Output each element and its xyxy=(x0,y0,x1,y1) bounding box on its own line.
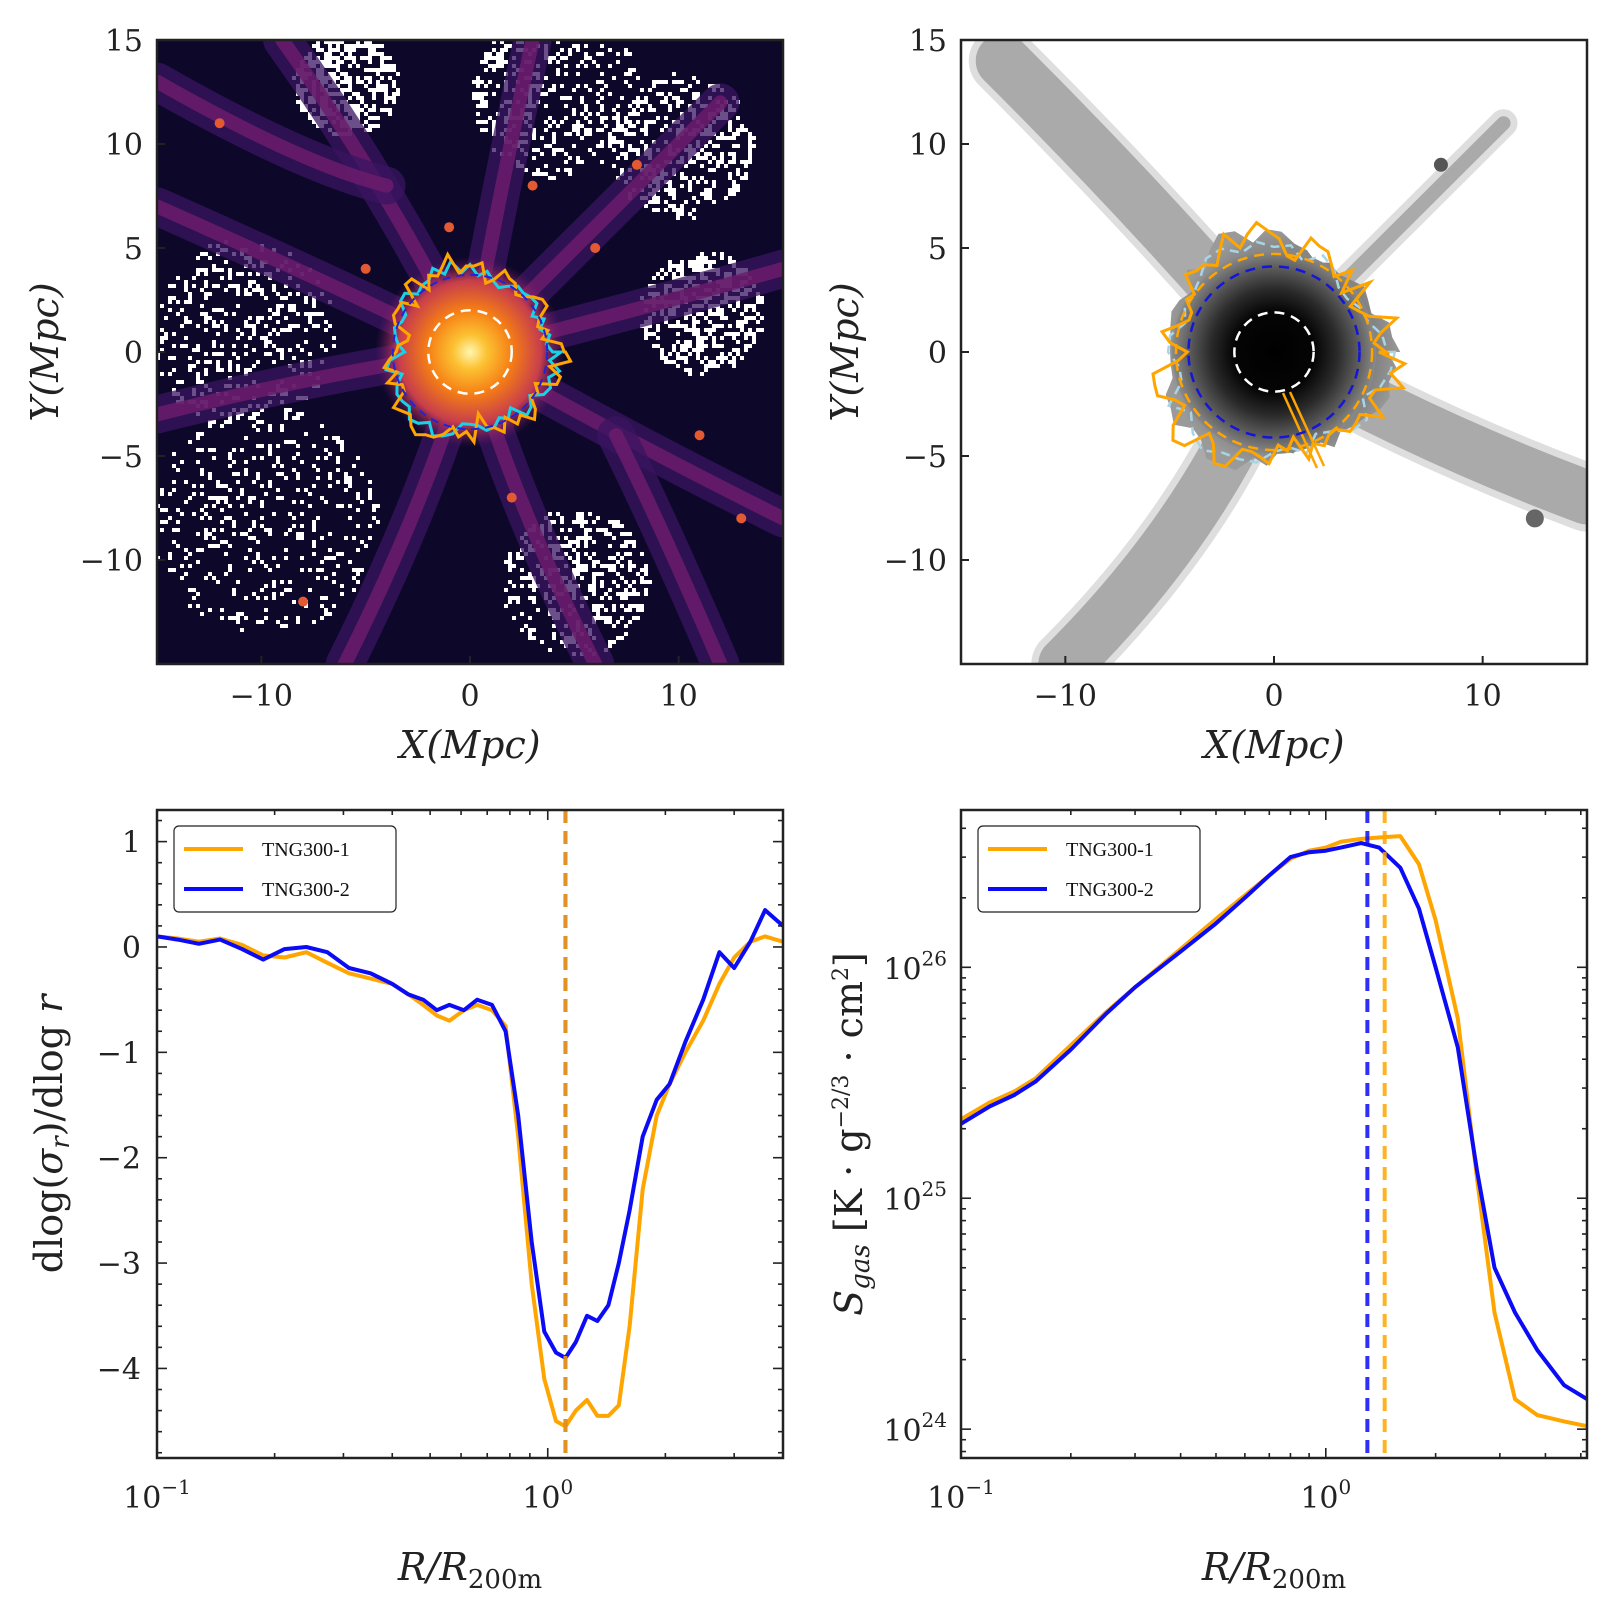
gas-map-xlabel: X(Mpc) xyxy=(1200,723,1344,767)
dm-map-ytick-label: 10 xyxy=(105,128,143,163)
entropy-xlabel: R/R200m xyxy=(1201,1545,1346,1595)
slope-plot-frame xyxy=(155,808,785,1460)
gas-contour-spike xyxy=(1281,391,1326,469)
dm-map-xlabel: X(Mpc) xyxy=(396,723,540,767)
slope-ytick-label: 1 xyxy=(122,826,141,861)
gas-boundary-contour-tng300-2 xyxy=(1166,240,1397,464)
slope-ytick-label: 0 xyxy=(122,931,141,966)
dm-map-ytick-label: 0 xyxy=(124,336,143,371)
entropy-ytick-label: 1026 xyxy=(883,946,947,987)
dm-map-ytick-label: −5 xyxy=(99,440,143,475)
gas-map-ytick-label: 0 xyxy=(928,336,947,371)
gas-map-ytick-label: 5 xyxy=(928,232,947,267)
dm-splashback-circle xyxy=(391,273,549,431)
entropy-xtick-label: 100 xyxy=(1300,1475,1351,1516)
entropy-ytick-label: 1024 xyxy=(883,1408,947,1449)
gas-map-xtick-label: −10 xyxy=(1034,679,1097,714)
dm-map-ytick-label: 15 xyxy=(105,24,143,59)
gas-map-xtick-label: 10 xyxy=(1464,679,1502,714)
entropy-line-tng300-2 xyxy=(961,841,1587,1401)
dm-boundary-contour-tng300-1 xyxy=(381,251,573,446)
slope-xlabel: R/R200m xyxy=(397,1545,542,1595)
entropy-legend-label-tng300-2: TNG300-2 xyxy=(1066,879,1154,901)
gas-map-ytick-label: −10 xyxy=(884,544,947,579)
dm-map-xtick-label: 0 xyxy=(460,679,479,714)
slope-ytick-label: −3 xyxy=(97,1247,141,1282)
gas-map-ytick-label: 15 xyxy=(909,24,947,59)
slope-legend-label-tng300-1: TNG300-1 xyxy=(262,839,350,861)
dm-map-ytick-label: −10 xyxy=(80,544,143,579)
slope-ytick-label: −2 xyxy=(97,1142,141,1177)
entropy-xtick-label: 10−1 xyxy=(927,1475,995,1516)
slope-ytick-label: −4 xyxy=(97,1352,141,1387)
gas-entropy-panel: 10−1 100 1024 1025 1026 TNG300-1 TNG300-2 R/… xyxy=(827,808,1589,1595)
entropy-ytick-label: 1025 xyxy=(883,1177,947,1218)
gas-central-core xyxy=(1172,250,1376,454)
dm-map-ytick-label: 5 xyxy=(124,232,143,267)
slope-xtick-label: 100 xyxy=(522,1475,573,1516)
entropy-ylabel: Sgas [K · g−2/3 · cm2] xyxy=(827,952,876,1316)
gas-map-xtick-label: 0 xyxy=(1264,679,1283,714)
dm-map-xtick-label: −10 xyxy=(230,679,293,714)
gas-map-ytick-label: −5 xyxy=(903,440,947,475)
gas-r200m-circle xyxy=(1233,311,1315,393)
dm-r200m-circle xyxy=(427,309,513,395)
gas-map-axes: −10 0 10 15 10 5 0 −5 −10 xyxy=(884,24,1502,714)
slope-legend-label-tng300-2: TNG300-2 xyxy=(262,879,350,901)
slope-line-tng300-2 xyxy=(157,908,783,1360)
entropy-line-tng300-1 xyxy=(961,834,1587,1429)
slope-ytick-label: −1 xyxy=(97,1036,141,1071)
gas-radius-circle-tng300-2 xyxy=(1187,265,1361,439)
entropy-plot-axes: 10−1 100 1024 1025 1026 xyxy=(883,810,1587,1516)
gas-radius-circle-tng300-1 xyxy=(1174,252,1374,452)
slope-ylabel: dlog(σr)/dlog r xyxy=(27,992,76,1273)
entropy-legend: TNG300-1 TNG300-2 xyxy=(977,825,1201,913)
gas-boundary-contour-tng300-1 xyxy=(1151,220,1408,469)
dm-map-xtick-label: 10 xyxy=(660,679,698,714)
dm-map-axes: −10 0 10 15 10 5 0 −5 −10 xyxy=(80,24,698,714)
dm-density-panel: −10 0 10 15 10 5 0 −5 −10 X(Mpc) Y(Mpc) xyxy=(23,24,785,767)
gas-map-ylabel: Y(Mpc) xyxy=(823,282,867,421)
entropy-legend-label-tng300-1: TNG300-1 xyxy=(1066,839,1154,861)
gas-map-ytick-label: 10 xyxy=(909,128,947,163)
gas-density-panel: −10 0 10 15 10 5 0 −5 −10 X(Mpc) Y(Mpc) xyxy=(823,24,1589,767)
slope-xtick-label: 10−1 xyxy=(123,1475,191,1516)
dm-map-ylabel: Y(Mpc) xyxy=(23,282,67,421)
slope-legend: TNG300-1 TNG300-2 xyxy=(173,825,397,913)
entropy-plot-frame xyxy=(959,808,1589,1460)
dm-central-halo xyxy=(375,257,565,447)
dm-knots xyxy=(214,118,747,607)
slope-line-tng300-1 xyxy=(157,934,783,1429)
